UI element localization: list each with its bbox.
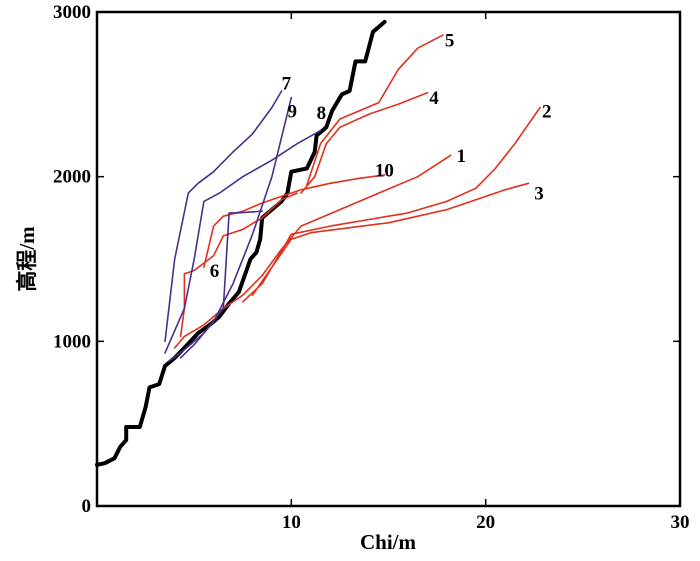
x-tick-label: 30 (671, 512, 690, 533)
x-axis-title: Chi/m (360, 530, 417, 554)
series-label-6: 6 (210, 261, 220, 282)
y-axis-title: 高程/m (15, 226, 39, 292)
y-tick-label: 1000 (53, 331, 91, 352)
series-label-1: 1 (457, 146, 467, 167)
series-line-2 (242, 106, 541, 303)
y-tick-label: 0 (82, 496, 92, 517)
series-label-3: 3 (534, 184, 544, 205)
x-tick-label: 20 (476, 512, 495, 533)
series-group (95, 19, 541, 467)
series-line-extra (168, 210, 264, 362)
series-line-8 (179, 96, 293, 359)
series-line-10 (203, 174, 386, 269)
axis-ticks: 10 20 30 0 1000 2000 3000 (53, 2, 690, 533)
plot-frame (95, 10, 682, 508)
y-tick-label: 3000 (53, 2, 91, 23)
series-label-2: 2 (542, 101, 552, 122)
y-tick-label: 2000 (53, 167, 91, 188)
series-label-9: 9 (287, 101, 297, 122)
series-label-7: 7 (282, 73, 292, 94)
series-line-5 (306, 34, 444, 186)
series-line-3 (251, 182, 530, 297)
series-line-9 (164, 129, 322, 354)
series-label-5: 5 (445, 31, 455, 52)
series-label-4: 4 (429, 88, 439, 109)
x-tick-label: 10 (282, 512, 301, 533)
series-line-6 (179, 192, 299, 338)
series-label-10: 10 (375, 161, 394, 182)
series-label-8: 8 (317, 103, 327, 124)
series-line-7 (164, 90, 283, 343)
series-line-4 (300, 91, 429, 194)
series-labels: 1 2 3 4 5 6 7 89 10 (210, 31, 552, 283)
series-line-1 (173, 154, 452, 349)
series-line-main (95, 19, 387, 467)
